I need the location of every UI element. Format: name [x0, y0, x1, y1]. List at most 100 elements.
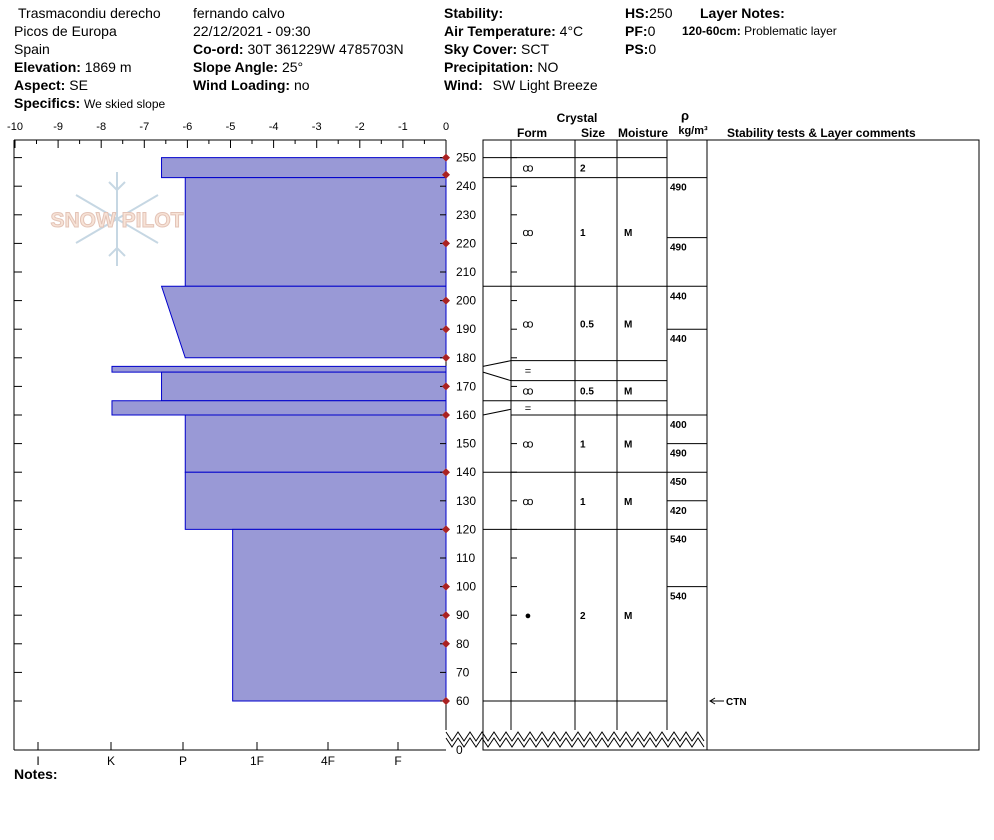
stability-test-result: CTN [726, 697, 747, 708]
height-tick-label: 0 [456, 743, 463, 757]
observation-datetime: 22/12/2021 - 09:30 [193, 23, 311, 39]
grain-size-value: 0.5 [580, 319, 594, 330]
specifics-row: Specifics: We skied slope [14, 94, 165, 113]
density-unit-header: kg/m³ [678, 125, 708, 137]
hardness-layer-bar [111, 400, 447, 416]
grain-size-value: 2 [580, 164, 586, 175]
temp-tick-label: -8 [96, 121, 106, 133]
temperature-point [442, 525, 450, 534]
hs-row: HS:250 [625, 4, 672, 22]
snowpilot-watermark: SNOW PILOT [50, 172, 184, 266]
moisture-value: M [624, 228, 632, 239]
height-tick-label: 190 [456, 322, 476, 336]
temperature-point [442, 153, 450, 162]
temp-tick-label: -1 [398, 121, 408, 133]
height-tick-label: 90 [456, 608, 470, 622]
grain-size-value: 1 [580, 440, 586, 451]
hardness-layer-bar [161, 371, 447, 402]
layer-connector [482, 408, 512, 416]
density-symbol-header: ρ [681, 108, 689, 123]
stability-label: Stability: [444, 5, 504, 21]
height-tick-label: 100 [456, 580, 476, 594]
form-header: Form [517, 126, 547, 140]
axis-break-zigzag [445, 731, 705, 742]
grain-form-symbol: ● [525, 610, 532, 622]
hardness-axis-label: F [394, 754, 401, 768]
pf-row: PF:0 [625, 22, 655, 40]
crystal-header: Crystal [557, 111, 598, 125]
moisture-value: M [624, 319, 632, 330]
hardness-axis-label: 1F [250, 754, 264, 768]
region-name: Picos de Europa [14, 23, 117, 39]
specifics-value: We skied slope [84, 97, 166, 111]
temperature-point [442, 697, 450, 705]
specifics-label: Specifics: [14, 95, 81, 111]
layer-connector [482, 360, 512, 367]
size-header: Size [581, 126, 605, 140]
hardness-axis-label: I [36, 754, 39, 768]
sky-cover-value: SCT [521, 41, 550, 57]
height-tick-label: 240 [456, 179, 476, 193]
density-value: 440 [670, 291, 687, 302]
sky-cover-label: Sky Cover: [444, 41, 518, 57]
height-tick-label: 70 [456, 665, 470, 679]
air-temp-label: Air Temperature: [444, 23, 556, 39]
temp-tick-label: -4 [269, 121, 279, 133]
height-tick-label: 170 [456, 379, 476, 393]
hardness-axis-label: 4F [321, 754, 335, 768]
temperature-point [442, 411, 450, 419]
grain-form-symbol: ꝏ [522, 227, 533, 239]
slope-value: 25° [281, 59, 304, 75]
height-tick-label: 230 [456, 208, 476, 222]
precip-row: Precipitation: NO [444, 58, 558, 76]
temperature-point [442, 325, 450, 334]
layer-notes-label: Layer Notes: [700, 4, 785, 22]
height-tick-label: 220 [456, 236, 476, 250]
comments-header: Stability tests & Layer comments [727, 126, 916, 140]
temperature-point [442, 170, 450, 179]
location-name: Trasmacondiu derecho [18, 5, 161, 21]
elevation-label: Elevation: [14, 59, 81, 75]
layer-connector [482, 371, 512, 382]
country-name: Spain [14, 41, 50, 57]
temperature-point [442, 239, 450, 248]
layer-note-row: 120-60cm: Problematic layer [682, 22, 837, 40]
temp-tick-label: -2 [355, 121, 365, 133]
density-value: 400 [670, 420, 687, 431]
air-temp-row: Air Temperature: 4°C [444, 22, 583, 40]
density-value: 420 [670, 506, 687, 517]
density-value: 540 [670, 592, 687, 603]
coord-label: Co-ord: [193, 41, 244, 57]
hardness-axis-label: P [179, 754, 187, 768]
precip-label: Precipitation: [444, 59, 534, 75]
temperature-point [442, 582, 450, 591]
axis-break-zigzag [445, 737, 705, 748]
precip-value: NO [537, 59, 559, 75]
grain-form-symbol: ꝏ [522, 496, 533, 508]
grain-size-value: 0.5 [580, 387, 594, 398]
aspect-value: SE [69, 77, 88, 93]
hs-label: HS: [625, 5, 650, 21]
wind-label: Wind: [444, 77, 483, 93]
layer-note-range: 120-60cm: [682, 24, 741, 38]
density-value: 450 [670, 477, 687, 488]
moisture-header: Moisture [618, 126, 668, 140]
wind-loading-label: Wind Loading: [193, 77, 291, 93]
moisture-value: M [624, 497, 632, 508]
height-tick-label: 160 [456, 408, 476, 422]
ps-label: PS: [625, 41, 649, 57]
notes-row: Notes: [14, 765, 58, 783]
height-tick-label: 110 [456, 551, 475, 565]
stability-test-arrow [709, 697, 716, 705]
density-value: 540 [670, 534, 687, 545]
height-tick-label: 210 [456, 265, 476, 279]
hardness-layer-bar [232, 528, 447, 702]
grain-size-value: 1 [580, 497, 586, 508]
height-tick-label: 150 [456, 437, 476, 451]
density-value: 490 [670, 449, 687, 460]
density-value: 440 [670, 334, 687, 345]
temp-tick-label: -10 [7, 121, 23, 133]
slope-label: Slope Angle: [193, 59, 279, 75]
aspect-row: Aspect: SE [14, 76, 88, 94]
